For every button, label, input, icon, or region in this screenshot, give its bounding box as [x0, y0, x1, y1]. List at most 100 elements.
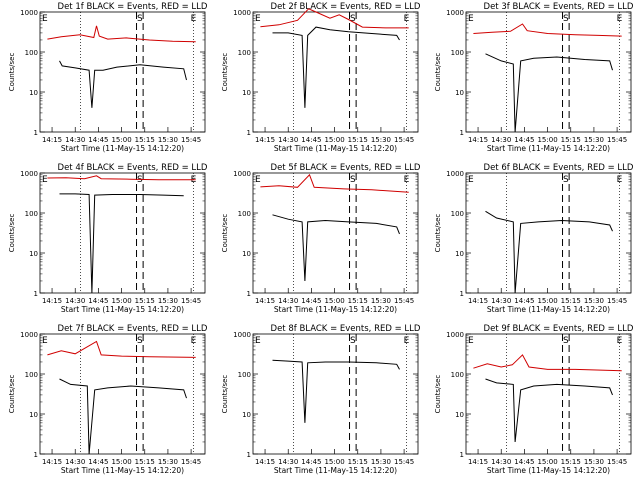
x-tick-label: 15:45: [607, 297, 627, 305]
y-tick-label: 1: [460, 290, 464, 298]
x-tick-label: 15:45: [181, 136, 201, 144]
plot-frame: [252, 333, 419, 455]
y-tick-label: 1: [34, 290, 38, 298]
x-tick-label: 14:30: [65, 458, 85, 466]
x-tick-label: 15:00: [111, 136, 131, 144]
x-tick-label: 15:00: [537, 458, 557, 466]
x-tick-label: 14:30: [65, 136, 85, 144]
x-tick-label: 15:45: [607, 136, 627, 144]
marker-label: E: [42, 336, 48, 346]
x-tick-label: 15:00: [324, 297, 344, 305]
x-tick-label: 14:45: [514, 136, 534, 144]
x-tick-label: 15:15: [561, 136, 581, 144]
x-tick-label: 15:15: [135, 136, 155, 144]
marker-label: E: [255, 175, 261, 185]
x-tick-label: 14:45: [88, 136, 108, 144]
panel-title: Det 1f BLACK = Events, RED = LLD: [58, 2, 208, 12]
plot-frame: [465, 172, 632, 294]
y-tick-label: 10: [29, 89, 38, 97]
marker-label: E: [617, 336, 623, 346]
panel-title: Det 9f BLACK = Events, RED = LLD: [484, 324, 634, 334]
x-tick-label: 15:30: [371, 458, 391, 466]
x-tick-label: 14:30: [278, 458, 298, 466]
marker-label: E: [255, 14, 261, 24]
panel-1: Det 1f BLACK = Events, RED = LLD E S E 1 10 10…: [8, 2, 208, 153]
marker-label: E: [191, 336, 197, 346]
y-axis-label: Counts/sec: [221, 53, 229, 92]
series-lld-line: [473, 23, 622, 37]
panel-2: Det 2f BLACK = Events, RED = LLD E S E 1 10 10…: [221, 2, 421, 153]
x-tick-label: 15:15: [348, 297, 368, 305]
x-tick-label: 15:30: [584, 458, 604, 466]
y-tick-label: 100: [25, 49, 38, 57]
y-tick-label: 1000: [233, 331, 251, 339]
y-tick-label: 100: [451, 49, 464, 57]
panel-title: Det 3f BLACK = Events, RED = LLD: [484, 2, 634, 12]
series-lld-line: [473, 354, 622, 372]
y-axis-label: Counts/sec: [434, 214, 442, 253]
series-lld-line: [47, 175, 196, 181]
marker-label: S: [563, 14, 569, 24]
y-tick-label: 1: [247, 451, 251, 459]
plot-frame: [252, 11, 419, 133]
series-events-line: [59, 193, 184, 294]
x-axis-label: Start Time (11-May-15 14:12:20): [274, 305, 397, 314]
marker-label: E: [255, 336, 261, 346]
x-tick-label: 15:45: [181, 458, 201, 466]
x-tick-label: 14:45: [88, 297, 108, 305]
x-tick-label: 15:45: [181, 297, 201, 305]
x-axis-label: Start Time (11-May-15 14:12:20): [61, 144, 184, 153]
x-tick-label: 15:45: [607, 458, 627, 466]
marker-label: S: [137, 336, 143, 346]
x-tick-label: 14:15: [42, 136, 62, 144]
marker-label: S: [137, 175, 143, 185]
x-tick-label: 14:45: [301, 458, 321, 466]
x-axis-label: Start Time (11-May-15 14:12:20): [61, 466, 184, 475]
y-tick-label: 1: [247, 129, 251, 137]
marker-label: S: [350, 14, 356, 24]
x-tick-label: 14:30: [491, 297, 511, 305]
x-tick-label: 15:00: [537, 136, 557, 144]
y-tick-label: 1000: [233, 170, 251, 178]
marker-label: E: [404, 336, 410, 346]
marker-label: S: [563, 175, 569, 185]
y-axis-label: Counts/sec: [8, 53, 16, 92]
y-axis-label: Counts/sec: [221, 214, 229, 253]
x-tick-label: 14:15: [255, 297, 275, 305]
x-axis-label: Start Time (11-May-15 14:12:20): [274, 144, 397, 153]
y-tick-label: 1000: [20, 331, 38, 339]
x-tick-label: 15:00: [111, 297, 131, 305]
x-tick-label: 15:30: [584, 297, 604, 305]
marker-label: S: [350, 175, 356, 185]
y-tick-label: 1: [460, 451, 464, 459]
x-tick-label: 15:15: [561, 458, 581, 466]
y-tick-label: 10: [242, 411, 251, 419]
y-tick-label: 10: [455, 250, 464, 258]
x-tick-label: 15:15: [561, 297, 581, 305]
marker-label: E: [42, 175, 48, 185]
x-tick-label: 14:45: [514, 458, 534, 466]
y-axis-label: Counts/sec: [434, 53, 442, 92]
x-tick-label: 14:15: [468, 297, 488, 305]
x-tick-label: 15:00: [324, 136, 344, 144]
panel-title: Det 5f BLACK = Events, RED = LLD: [271, 163, 421, 173]
y-tick-label: 10: [242, 250, 251, 258]
x-tick-label: 14:45: [514, 297, 534, 305]
y-tick-label: 1000: [446, 331, 464, 339]
y-tick-label: 100: [25, 210, 38, 218]
x-tick-label: 15:30: [158, 136, 178, 144]
x-axis-label: Start Time (11-May-15 14:12:20): [487, 144, 610, 153]
marker-label: S: [563, 336, 569, 346]
y-axis-label: Counts/sec: [221, 375, 229, 414]
y-tick-label: 10: [242, 89, 251, 97]
marker-label: E: [617, 175, 623, 185]
panel-title: Det 7f BLACK = Events, RED = LLD: [58, 324, 208, 334]
y-axis-label: Counts/sec: [8, 214, 16, 253]
x-tick-label: 14:45: [301, 297, 321, 305]
y-tick-label: 1000: [20, 9, 38, 17]
x-tick-label: 14:15: [468, 136, 488, 144]
plot-frame: [39, 11, 206, 133]
series-events-line: [485, 210, 613, 294]
